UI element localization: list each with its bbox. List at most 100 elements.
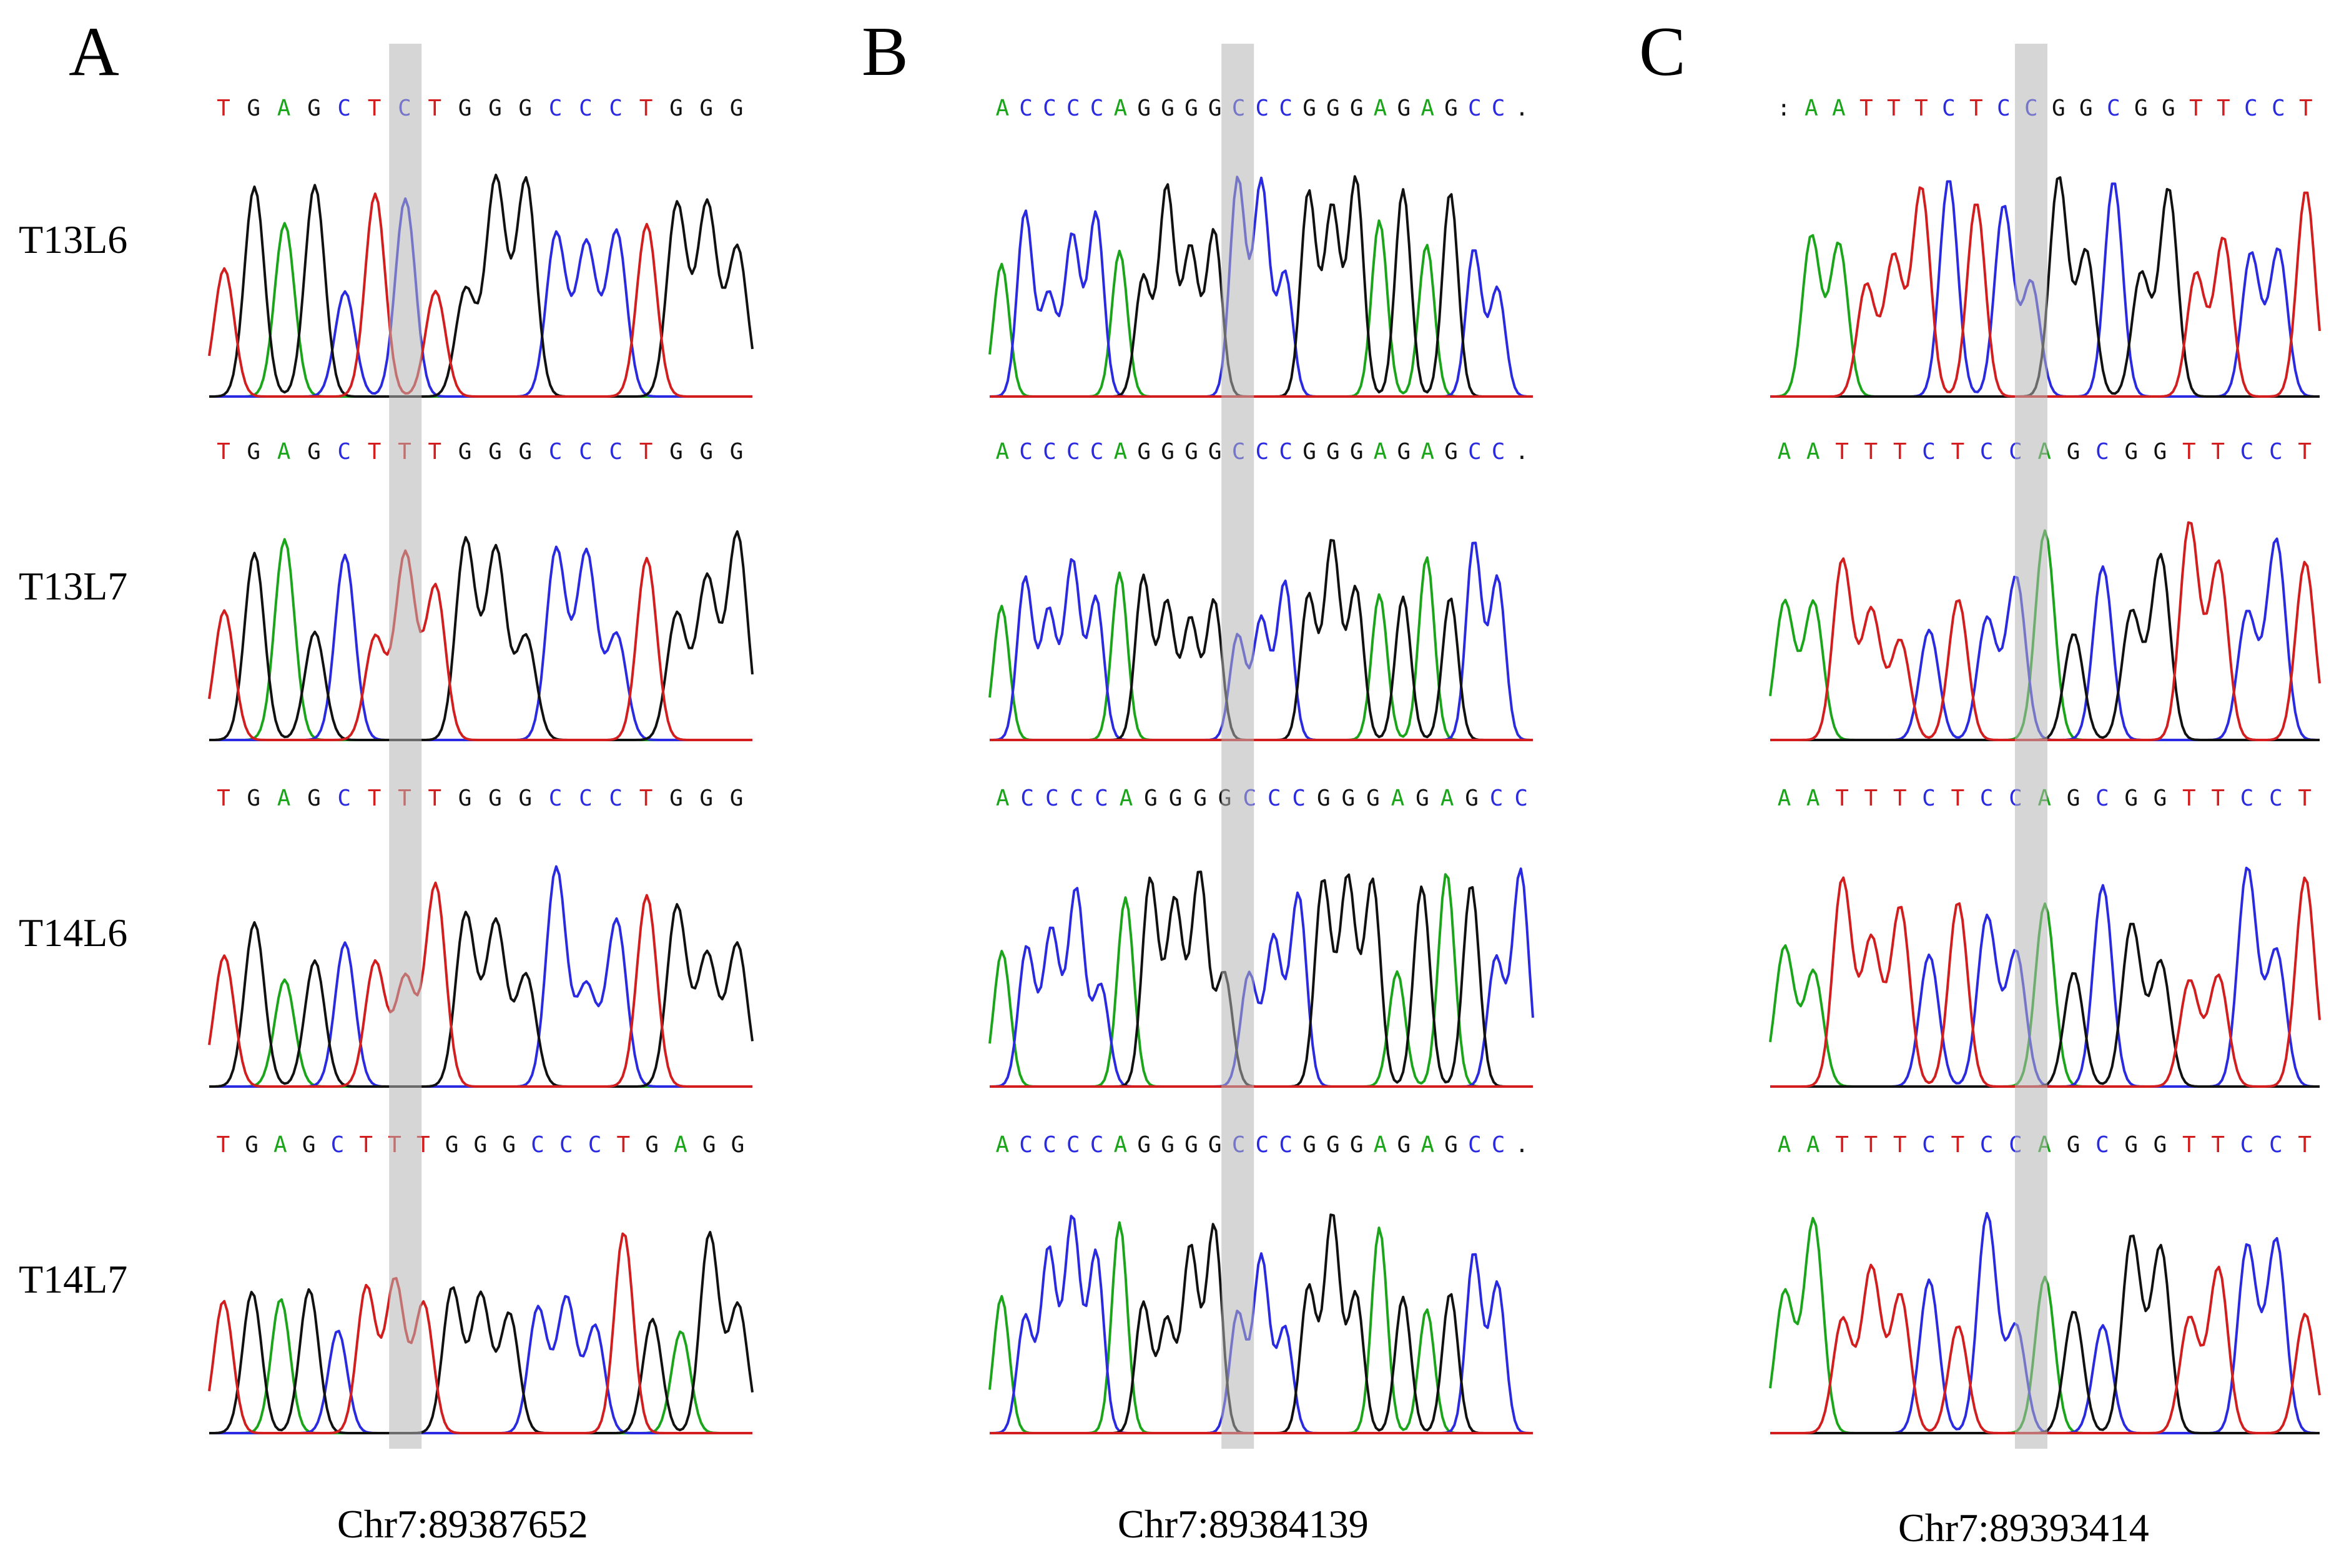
base-call: A	[1374, 439, 1387, 465]
base-call: C	[1256, 1132, 1269, 1158]
base-call: T	[428, 786, 441, 811]
snp-highlight-band	[2015, 44, 2047, 1449]
base-call: C	[1922, 1132, 1936, 1158]
base-call: G	[1342, 786, 1356, 811]
base-call: G	[245, 1132, 259, 1158]
base-call: T	[1951, 439, 1964, 465]
base-call: G	[1397, 96, 1411, 121]
base-call: C	[609, 96, 623, 121]
base-call: C	[1095, 786, 1108, 811]
base-call: T	[2298, 439, 2312, 465]
base-call: A	[1114, 439, 1128, 465]
base-call: A	[277, 96, 291, 121]
base-call: C	[1043, 439, 1056, 465]
base-call: C	[1090, 439, 1104, 465]
snp-highlight-band	[1221, 44, 1254, 1449]
base-call: G	[1350, 439, 1364, 465]
base-call: C	[2095, 1132, 2109, 1158]
base-call: T	[2211, 439, 2225, 465]
base-call: C	[1980, 439, 1994, 465]
base-call: G	[1208, 96, 1222, 121]
base-call: G	[1444, 439, 1458, 465]
base-call: C	[1490, 786, 1504, 811]
base-call: G	[1208, 439, 1222, 465]
chromatogram-row: ACCCCAGGGGCCCGGGAGAGCC.	[988, 1132, 1533, 1434]
base-call: .	[1515, 96, 1529, 121]
base-call: A	[1778, 439, 1791, 465]
base-call: G	[1161, 439, 1174, 465]
base-call: G	[1465, 786, 1479, 811]
base-call: T	[1864, 439, 1878, 465]
base-call: A	[995, 96, 1009, 121]
base-call: C	[609, 439, 623, 465]
base-call: G	[2052, 96, 2066, 121]
base-call: G	[2079, 96, 2093, 121]
base-call: A	[1421, 439, 1434, 465]
base-call: G	[488, 96, 502, 121]
base-call: T	[2298, 1132, 2312, 1158]
base-call: A	[1806, 439, 1820, 465]
base-call: T	[1914, 96, 1928, 121]
base-call: C	[1492, 96, 1505, 121]
base-call: G	[1416, 786, 1429, 811]
base-call: A	[277, 786, 291, 811]
base-call: C	[609, 786, 623, 811]
base-call: G	[1161, 96, 1174, 121]
base-call: T	[2182, 1132, 2196, 1158]
base-call: T	[1835, 1132, 1849, 1158]
base-call: C	[588, 1132, 602, 1158]
base-call: G	[474, 1132, 488, 1158]
base-call: G	[2067, 1132, 2080, 1158]
base-call: G	[458, 439, 472, 465]
base-call: T	[368, 439, 382, 465]
base-call: G	[1169, 786, 1183, 811]
base-call: C	[1980, 786, 1994, 811]
base-call: C	[1279, 439, 1293, 465]
base-call: T	[428, 96, 441, 121]
base-call: A	[277, 439, 291, 465]
base-call: A	[1440, 786, 1454, 811]
base-call: G	[1208, 1132, 1222, 1158]
base-call: T	[216, 1132, 230, 1158]
base-call: C	[1019, 1132, 1033, 1158]
base-call: G	[1317, 786, 1331, 811]
base-call: G	[1444, 1132, 1458, 1158]
base-call: A	[1806, 786, 1820, 811]
base-call: G	[2124, 786, 2138, 811]
sample-label-t13l7: T13L7	[19, 564, 127, 608]
base-call: T	[1835, 786, 1849, 811]
base-call: C	[1066, 439, 1080, 465]
snp-highlight-band	[389, 44, 422, 1449]
base-call: G	[488, 439, 502, 465]
base-call: G	[2154, 786, 2167, 811]
base-call: G	[458, 786, 472, 811]
trace-t	[208, 549, 752, 741]
base-call: C	[579, 96, 593, 121]
base-call: T	[617, 1132, 631, 1158]
base-call: G	[518, 786, 532, 811]
base-call: T	[1835, 439, 1849, 465]
base-call: C	[2269, 786, 2283, 811]
panel-letter-b: B	[862, 13, 909, 91]
base-call: C	[1922, 439, 1936, 465]
base-call: G	[518, 439, 532, 465]
base-call: C	[1256, 96, 1269, 121]
base-call: A	[674, 1132, 687, 1158]
base-call: C	[1492, 439, 1505, 465]
chromatogram-row: TGAGCTTTGGGCCCTGGG	[208, 786, 754, 1088]
base-call: T	[1887, 96, 1901, 121]
base-call: G	[730, 439, 744, 465]
base-call: T	[1893, 786, 1907, 811]
base-call: A	[273, 1132, 287, 1158]
base-call: A	[1805, 96, 1818, 121]
base-call: G	[731, 1132, 745, 1158]
base-call: G	[1366, 786, 1380, 811]
base-call: T	[2217, 96, 2230, 121]
base-call: A	[1374, 1132, 1387, 1158]
base-call: C	[1019, 96, 1033, 121]
base-call: G	[307, 96, 321, 121]
base-call: G	[518, 96, 532, 121]
base-call: T	[2182, 786, 2196, 811]
base-call: G	[445, 1132, 459, 1158]
base-call: :	[1777, 96, 1791, 121]
